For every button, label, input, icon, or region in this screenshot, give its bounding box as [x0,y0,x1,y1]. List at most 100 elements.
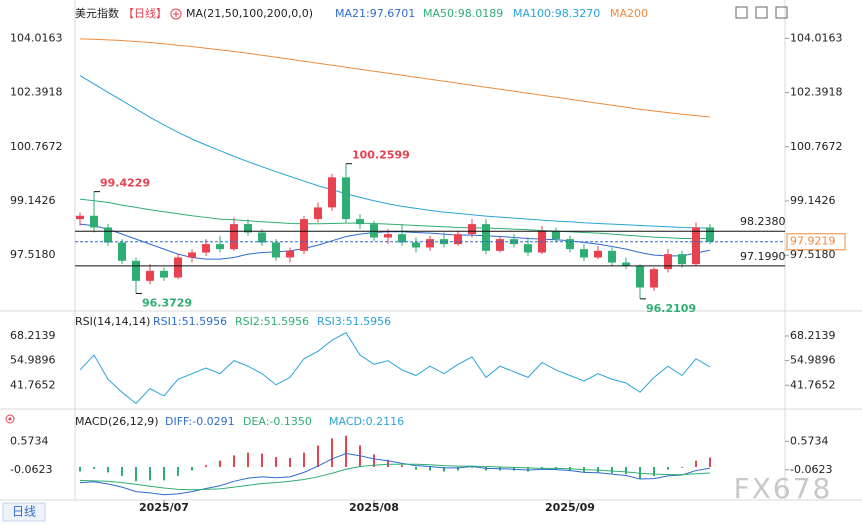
candle-body [524,244,532,253]
ma-line [79,75,711,229]
y-tick-label-left: 68.2139 [10,329,56,342]
candle-body [664,254,672,270]
last-price-label: 97.9219 [790,235,836,248]
macd-bar [135,466,137,482]
candle-body [342,177,350,220]
macd-bar [709,457,711,467]
period-button[interactable] [2,502,46,522]
candle-body [118,242,126,261]
dea-line [79,463,711,491]
candle-body [286,250,294,258]
candle-body [468,224,476,235]
candle-body [678,254,686,265]
macd-bar [79,466,81,472]
candle-body [76,215,84,220]
candle-body [580,249,588,258]
candle-body [132,260,140,281]
macd-bar [93,466,95,469]
x-tick-label: 2025/08 [349,501,399,514]
low-label: 96.2109 [646,302,696,315]
y-tick-label-right: 54.9896 [790,354,836,367]
candle-body [384,234,392,238]
macd-legend: DEA:-0.1350 [243,415,312,428]
y-tick-label-left: 54.9896 [10,354,56,367]
candle-body [426,239,434,248]
macd-bar [387,459,389,467]
last-price-box [786,233,846,251]
diff-line [79,453,711,496]
candle-body [608,250,616,263]
period-button-label[interactable]: 日线 [12,505,36,519]
macd-bar [667,466,669,470]
candle-body [202,244,210,253]
candle-body [356,219,364,225]
candle-body [244,224,252,233]
high-label: 99.4229 [100,177,150,190]
macd-bar [625,466,627,475]
candle-body [314,207,322,220]
rsi-legend: RSI3:51.5956 [317,315,391,328]
settings-icon[interactable] [5,414,15,424]
y-tick-label-right: 0.5734 [790,434,829,447]
macd-bar [233,455,235,467]
macd-bar [681,466,683,468]
macd-bar [345,435,347,467]
candle-body [496,239,504,251]
window-icons[interactable] [735,6,788,19]
candle-body [398,234,406,243]
candle-body [146,270,154,281]
low-label: 96.3729 [142,296,192,309]
candle-body [258,232,266,243]
y-tick-label-left: 41.7652 [10,378,56,391]
candle-body [636,265,644,288]
candle-body [482,224,490,251]
y-tick-label-left: 99.1426 [10,194,56,207]
macd-bar [303,452,305,467]
candle-body [552,230,560,240]
add-icon[interactable] [170,8,182,20]
macd-bar [177,466,179,476]
rsi-legend: RSI2:51.5956 [235,315,309,328]
macd-bar [205,465,207,467]
candle-body [90,215,98,228]
rsi-line [79,332,711,405]
candle-body [174,257,182,278]
macd-bar [415,466,417,470]
y-tick-label-right: 99.1426 [790,194,836,207]
macd-bar [121,466,123,476]
candle-body [216,244,224,250]
ma-line [79,223,711,260]
candle-body [454,234,462,245]
candle-body [566,239,574,250]
y-tick-label-right: 104.0163 [790,31,843,44]
candle-body [272,242,280,258]
y-tick-label-right: 41.7652 [790,378,836,391]
y-tick-label-left: 102.3918 [10,86,63,99]
ma-line [79,198,711,240]
macd-bar [331,438,333,467]
candle-body [650,269,658,288]
candle-body [230,224,238,250]
y-tick-label-right: -0.0623 [790,463,832,476]
y-tick-label-left: -0.0623 [10,463,52,476]
macd-bar [163,466,165,481]
macd-bar [401,465,403,467]
macd-legend: DIFF:-0.0291 [165,415,235,428]
candle-body [328,177,336,208]
candle-body [706,227,714,242]
candle-body [188,252,196,258]
x-tick-label: 2025/09 [545,501,595,514]
period[interactable]: 【日线】 [123,6,167,20]
macd-legend: MACD:0.2116 [329,415,404,428]
x-tick-label: 2025/07 [139,501,189,514]
candle-body [622,262,630,266]
candle-body [594,250,602,258]
macd-bar [317,445,319,467]
rsi-legend: RSI1:51.5956 [153,315,227,328]
macd-bar [107,466,109,473]
macd-bar [289,458,291,467]
candle-body [510,239,518,245]
candle-body [412,242,420,248]
